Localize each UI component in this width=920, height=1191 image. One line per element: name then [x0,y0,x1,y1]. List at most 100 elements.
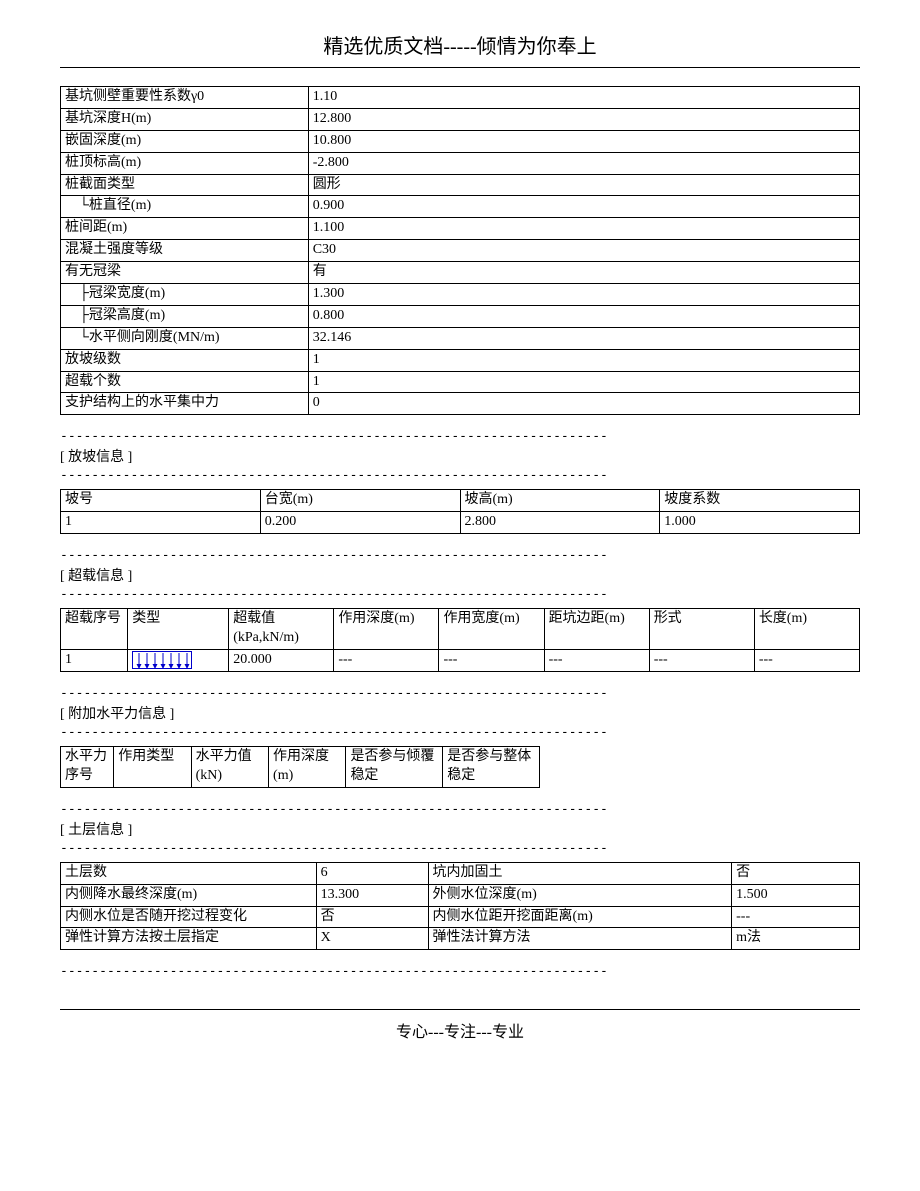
column-header: 超载序号 [61,609,128,650]
param-label: 混凝土强度等级 [61,240,309,262]
param-label: 桩顶标高(m) [61,152,309,174]
param-value: 0 [308,393,859,415]
column-header: 坡高(m) [460,490,660,512]
table-cell: 0.200 [260,512,460,534]
overload-section-title: [ 超载信息 ] [60,565,860,585]
table-row: 基坑深度H(m)12.800 [61,108,860,130]
section-divider: ----------------------------------------… [60,802,860,817]
param-value: C30 [308,240,859,262]
param-label: 放坡级数 [61,349,309,371]
section-divider: ----------------------------------------… [60,587,860,602]
param-value: 10.800 [308,130,859,152]
column-header: 是否参与整体稳定 [443,747,540,788]
table-cell [128,649,229,671]
param-label: ├冠梁宽度(m) [61,284,309,306]
param-value: 32.146 [308,327,859,349]
table-cell: 内侧降水最终深度(m) [61,884,317,906]
table-row: 内侧降水最终深度(m)13.300外侧水位深度(m)1.500 [61,884,860,906]
column-header: 作用类型 [114,747,191,788]
table-cell: 13.300 [316,884,428,906]
table-cell: 土层数 [61,862,317,884]
table-row: 桩间距(m)1.100 [61,218,860,240]
table-cell: --- [439,649,544,671]
section-divider: ----------------------------------------… [60,964,860,979]
soil-table: 土层数6坑内加固土否内侧降水最终深度(m)13.300外侧水位深度(m)1.50… [60,862,860,951]
table-cell: 6 [316,862,428,884]
section-divider: ----------------------------------------… [60,725,860,740]
param-label: 基坑侧壁重要性系数γ0 [61,87,309,109]
column-header: 作用深度(m) [334,609,439,650]
table-row: 桩截面类型圆形 [61,174,860,196]
column-header: 是否参与倾覆稳定 [346,747,443,788]
column-header: 类型 [128,609,229,650]
param-value: 1 [308,349,859,371]
slope-section-title: [ 放坡信息 ] [60,446,860,466]
table-cell: 1 [61,512,261,534]
column-header: 长度(m) [754,609,859,650]
table-cell: 内侧水位距开挖面距离(m) [428,906,732,928]
table-cell: 否 [316,906,428,928]
param-value: 1.100 [308,218,859,240]
table-cell: 外侧水位深度(m) [428,884,732,906]
table-cell: 20.000 [229,649,334,671]
overload-table: 超载序号类型超载值(kPa,kN/m)作用深度(m)作用宽度(m)距坑边距(m)… [60,608,860,672]
column-header: 超载值(kPa,kN/m) [229,609,334,650]
page-footer: 专心---专注---专业 [60,1009,860,1042]
param-value: 12.800 [308,108,859,130]
table-row: └水平侧向刚度(MN/m)32.146 [61,327,860,349]
page-header: 精选优质文档-----倾情为你奉上 [60,30,860,68]
section-divider: ----------------------------------------… [60,429,860,444]
table-row: 桩顶标高(m)-2.800 [61,152,860,174]
table-cell: 2.800 [460,512,660,534]
table-cell: m法 [732,928,860,950]
param-label: 支护结构上的水平集中力 [61,393,309,415]
table-cell: X [316,928,428,950]
table-cell: 弹性法计算方法 [428,928,732,950]
section-divider: ----------------------------------------… [60,468,860,483]
param-value: 有 [308,262,859,284]
table-row: 10.2002.8001.000 [61,512,860,534]
param-value: 1.300 [308,284,859,306]
params-table: 基坑侧壁重要性系数γ01.10基坑深度H(m)12.800嵌固深度(m)10.8… [60,86,860,415]
hforce-section-title: [ 附加水平力信息 ] [60,703,860,723]
table-row: 嵌固深度(m)10.800 [61,130,860,152]
slope-table: 坡号台宽(m)坡高(m)坡度系数 10.2002.8001.000 [60,489,860,534]
table-row: 120.000--------------- [61,649,860,671]
soil-section-title: [ 土层信息 ] [60,819,860,839]
section-divider: ----------------------------------------… [60,686,860,701]
table-cell: 1 [61,649,128,671]
table-row: 有无冠梁有 [61,262,860,284]
table-cell: 弹性计算方法按土层指定 [61,928,317,950]
param-label: └桩直径(m) [61,196,309,218]
column-header: 水平力值(kN) [191,747,268,788]
param-value: 0.900 [308,196,859,218]
column-header: 距坑边距(m) [544,609,649,650]
table-cell: --- [649,649,754,671]
param-label: 桩截面类型 [61,174,309,196]
param-label: 基坑深度H(m) [61,108,309,130]
section-divider: ----------------------------------------… [60,548,860,563]
table-row: ├冠梁高度(m)0.800 [61,305,860,327]
table-cell: --- [544,649,649,671]
table-cell: --- [754,649,859,671]
table-row: └桩直径(m)0.900 [61,196,860,218]
table-cell: 内侧水位是否随开挖过程变化 [61,906,317,928]
table-cell: 否 [732,862,860,884]
table-row: 弹性计算方法按土层指定X弹性法计算方法m法 [61,928,860,950]
column-header: 台宽(m) [260,490,460,512]
table-row: 内侧水位是否随开挖过程变化否内侧水位距开挖面距离(m)--- [61,906,860,928]
column-header: 作用宽度(m) [439,609,544,650]
table-cell: --- [732,906,860,928]
table-row: 基坑侧壁重要性系数γ01.10 [61,87,860,109]
param-label: 超载个数 [61,371,309,393]
param-label: └水平侧向刚度(MN/m) [61,327,309,349]
table-row: ├冠梁宽度(m)1.300 [61,284,860,306]
column-header: 形式 [649,609,754,650]
table-header-row: 坡号台宽(m)坡高(m)坡度系数 [61,490,860,512]
table-cell: 坑内加固土 [428,862,732,884]
column-header: 坡度系数 [660,490,860,512]
hforce-table: 水平力序号作用类型水平力值(kN)作用深度(m)是否参与倾覆稳定是否参与整体稳定 [60,746,540,788]
table-cell: 1.000 [660,512,860,534]
column-header: 作用深度(m) [269,747,346,788]
param-label: 嵌固深度(m) [61,130,309,152]
